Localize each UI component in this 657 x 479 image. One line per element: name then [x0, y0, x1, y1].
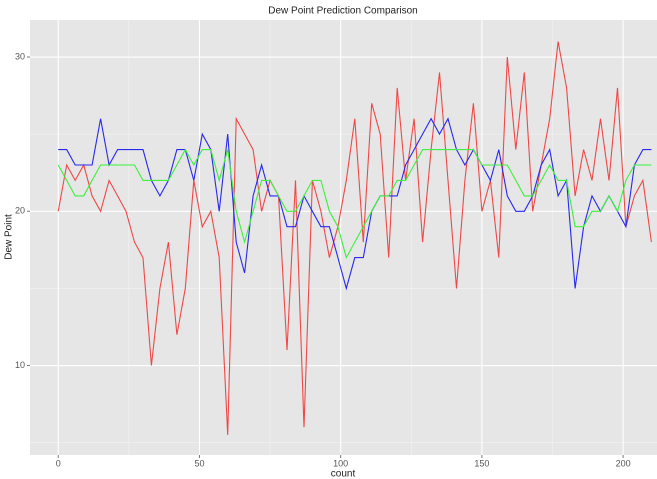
- series-line: [57, 148, 652, 260]
- series-line: [57, 41, 652, 435]
- x-tick-label: 50: [194, 458, 204, 468]
- x-axis-title: count: [331, 469, 356, 479]
- x-tick-label: 100: [333, 458, 348, 468]
- series-line: [58, 117, 652, 291]
- plot-panel: [30, 20, 657, 455]
- chart-title: Dew Point Prediction Comparison: [268, 6, 418, 17]
- y-tick-label: 30: [15, 51, 25, 61]
- y-tick-label: 20: [15, 206, 25, 216]
- y-axis-title: Dew Point: [4, 214, 15, 260]
- x-tick-label: 150: [474, 458, 489, 468]
- x-tick-label: 200: [616, 458, 631, 468]
- y-tick-label: 10: [15, 360, 25, 370]
- x-tick-label: 0: [56, 458, 61, 468]
